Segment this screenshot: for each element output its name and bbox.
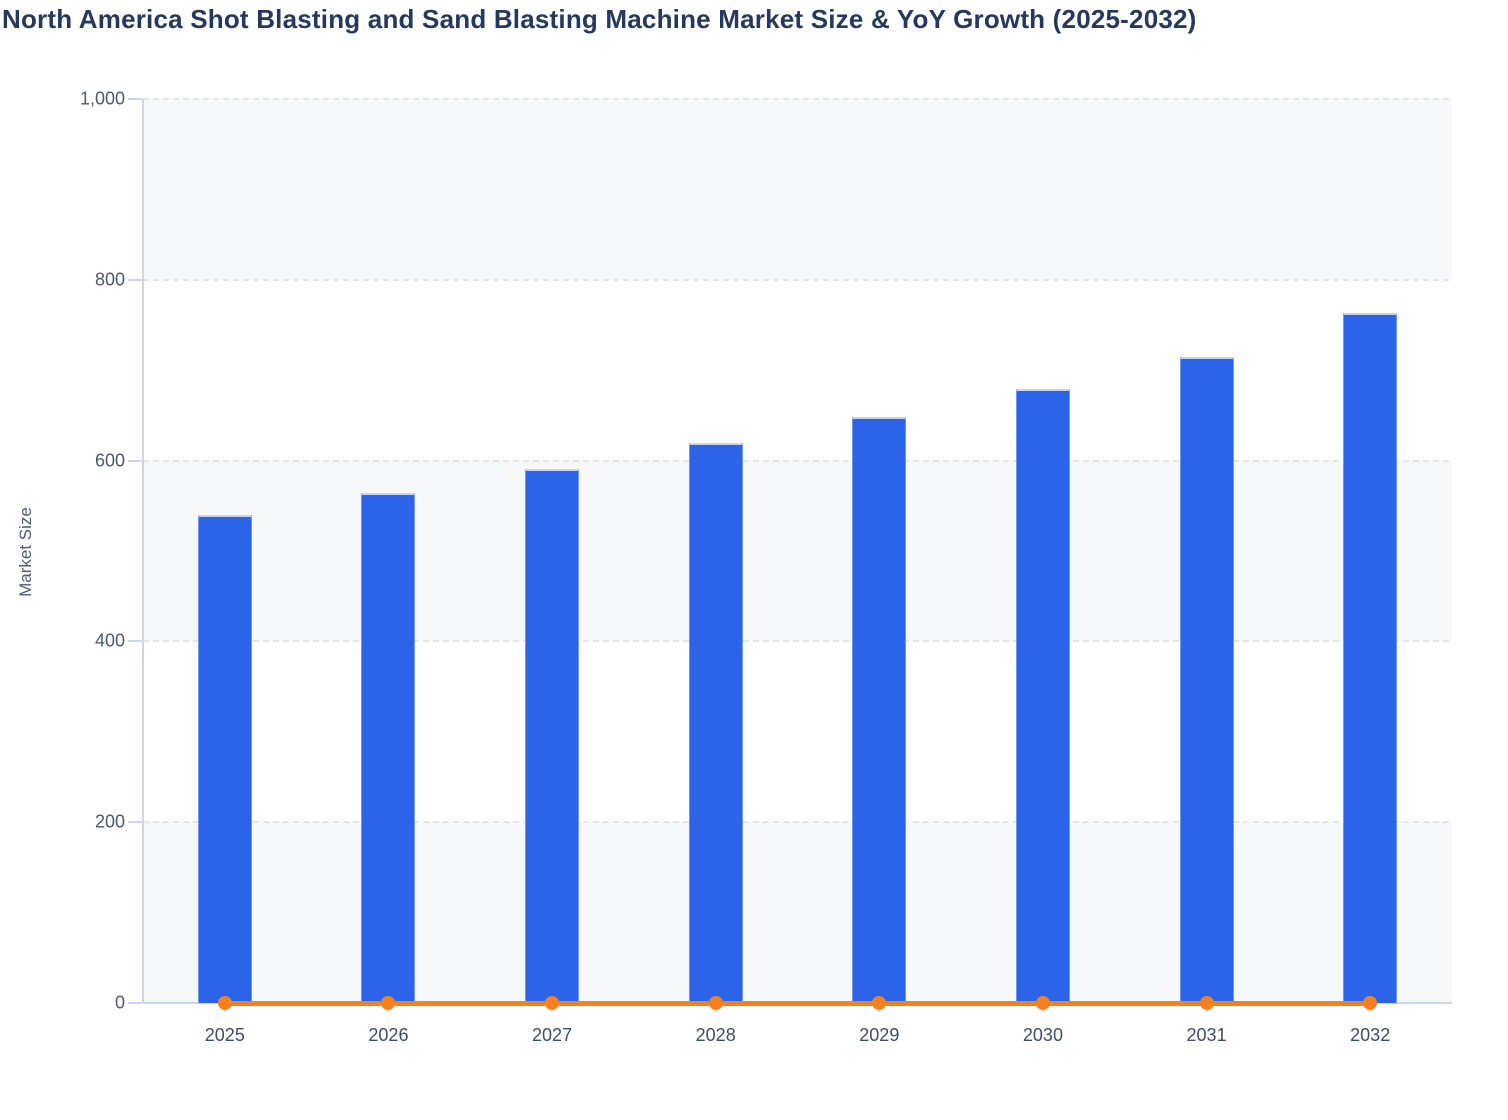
- x-tick-label-2030: 2030: [1022, 1025, 1063, 1045]
- y-tick-label-800: 800: [94, 269, 125, 290]
- gridline-800: [143, 278, 1452, 281]
- bar-2030[interactable]: [1015, 389, 1070, 1003]
- bar-2031[interactable]: [1179, 356, 1234, 1003]
- y-axis-line: [142, 99, 144, 1003]
- chart-title: North America Shot Blasting and Sand Bla…: [2, 4, 1197, 34]
- yoy-growth-point-2028[interactable]: [708, 996, 723, 1010]
- plot-band-400-600: [143, 460, 1452, 642]
- x-tick-label-2026: 2026: [368, 1025, 409, 1045]
- yoy-growth-point-2025[interactable]: [217, 996, 232, 1010]
- gridline-400: [143, 640, 1452, 643]
- x-tick-label-2027: 2027: [532, 1025, 573, 1045]
- x-tick-label-2029: 2029: [859, 1025, 900, 1045]
- bar-2032[interactable]: [1343, 313, 1398, 1003]
- gridline-600: [143, 459, 1452, 462]
- x-tick-label-2032: 2032: [1350, 1025, 1391, 1045]
- yoy-growth-point-2032[interactable]: [1363, 996, 1378, 1010]
- plot-band-0-200: [143, 822, 1452, 1003]
- y-tick-800: [128, 278, 142, 281]
- gridline-1000: [143, 98, 1452, 100]
- bar-2026[interactable]: [361, 493, 416, 1003]
- y-tick-400: [128, 640, 142, 643]
- yoy-growth-point-2029[interactable]: [872, 996, 887, 1010]
- yoy-growth-point-2026[interactable]: [381, 996, 396, 1010]
- gridline-200: [143, 821, 1452, 824]
- y-axis-title: Market Size: [16, 507, 35, 597]
- x-tick-label-2025: 2025: [204, 1025, 245, 1045]
- yoy-growth-point-2031[interactable]: [1199, 996, 1214, 1010]
- y-tick-label-1000: 1,000: [79, 88, 125, 109]
- y-tick-label-400: 400: [94, 630, 125, 651]
- bar-2027[interactable]: [525, 468, 580, 1003]
- y-tick-200: [128, 821, 142, 824]
- y-tick-1000: [128, 98, 142, 100]
- yoy-growth-line: [224, 1000, 1371, 1006]
- plot-band-800-1000: [143, 99, 1452, 280]
- y-tick-600: [128, 459, 142, 462]
- y-tick-label-600: 600: [94, 450, 125, 471]
- plot-area: 0 200 400 600 800 1,000 2025 2026 2027 2028 2029 20…: [80, 89, 1452, 1045]
- y-tick-label-200: 200: [94, 811, 125, 832]
- y-tick-0: [128, 1002, 142, 1004]
- bar-2028[interactable]: [688, 442, 743, 1003]
- bar-2025[interactable]: [197, 514, 252, 1003]
- x-tick-label-2028: 2028: [695, 1025, 736, 1045]
- bar-2029[interactable]: [852, 417, 907, 1003]
- yoy-growth-point-2030[interactable]: [1035, 996, 1050, 1010]
- x-tick-label-2031: 2031: [1186, 1025, 1227, 1045]
- y-tick-label-0: 0: [114, 992, 125, 1013]
- yoy-growth-point-2027[interactable]: [545, 996, 560, 1010]
